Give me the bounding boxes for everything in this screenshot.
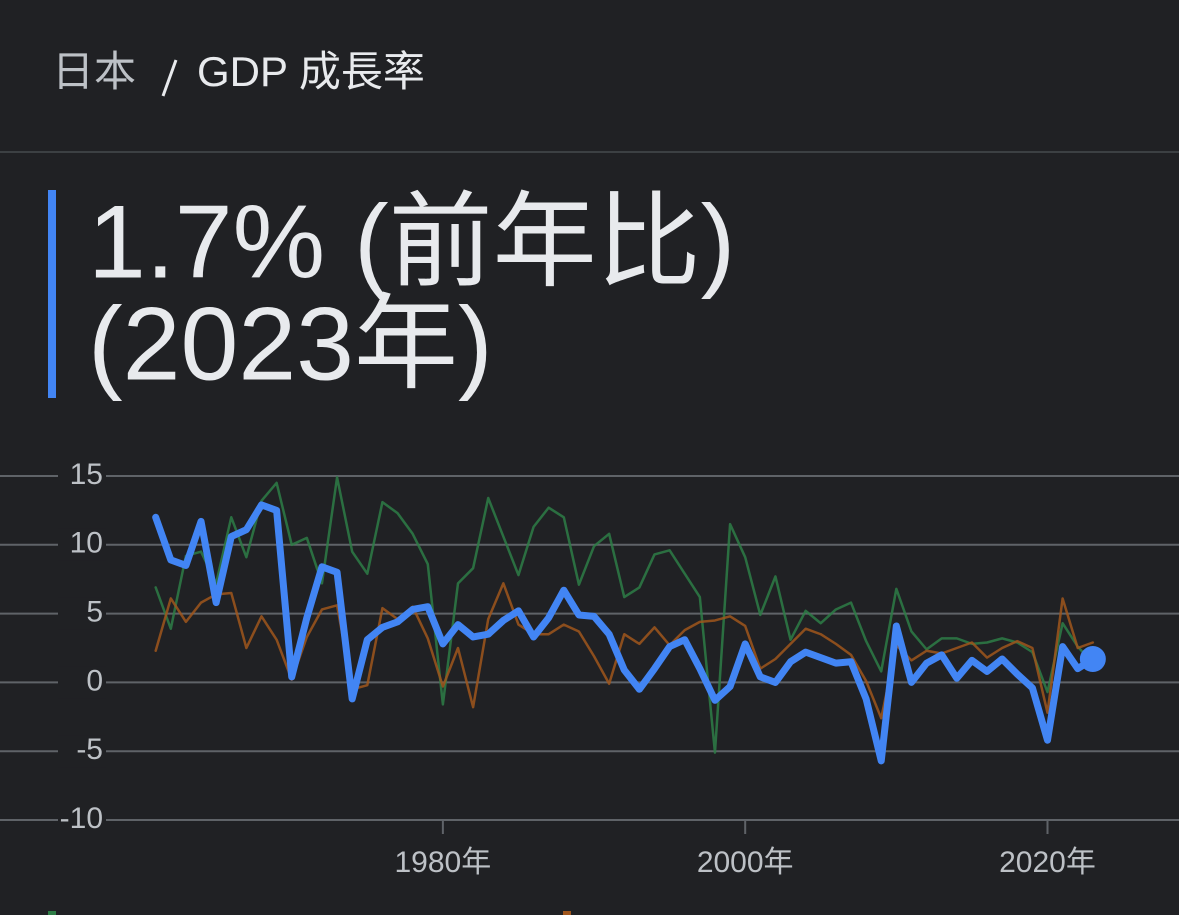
y-tick-label: 0 (86, 664, 103, 697)
y-tick-label-bg (58, 597, 106, 630)
series-line (152, 501, 1097, 765)
series-line (154, 476, 1095, 754)
y-tick-label: 15 (70, 458, 103, 491)
y-tick-label: -10 (60, 802, 103, 835)
headline-accent (48, 190, 56, 398)
y-tick-label: 10 (70, 527, 103, 560)
y-tick-label-bg (58, 735, 106, 768)
x-tick-label: 1980年 (395, 846, 492, 879)
y-tick-label: 5 (86, 596, 103, 629)
x-tick-label: 2020年 (999, 846, 1096, 879)
y-tick-label-bg (58, 666, 106, 699)
end-dot (1079, 646, 1106, 673)
breadcrumb-metric: GDP 成長率 (197, 48, 425, 95)
x-tick-label: 2000年 (697, 846, 794, 879)
y-tick-label-bg (58, 804, 106, 836)
headline-value: 1.7% (前年比) (88, 184, 735, 300)
y-tick-label-bg (58, 460, 106, 492)
breadcrumb-country[interactable]: 日本 (52, 48, 136, 95)
breadcrumb-separator (161, 59, 178, 97)
series-line (154, 582, 1095, 720)
y-tick-label-bg (58, 528, 106, 561)
legend-swatch (48, 911, 56, 915)
y-tick-label: -5 (76, 733, 103, 766)
headline-year: (2023年) (88, 286, 493, 402)
legend-swatch (563, 911, 571, 915)
